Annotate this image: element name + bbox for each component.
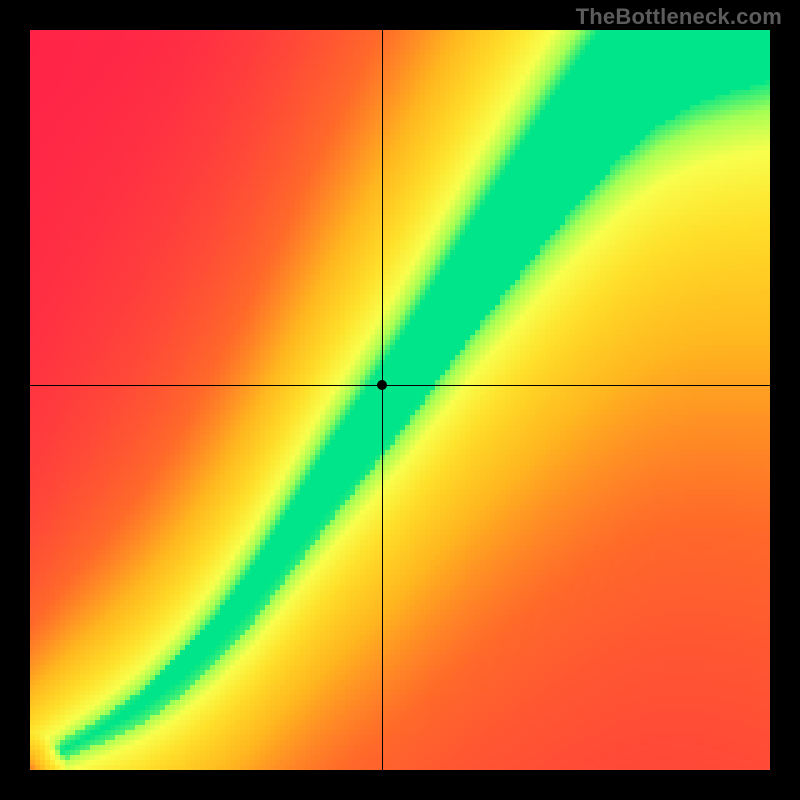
heatmap-canvas <box>30 30 770 770</box>
watermark-text: TheBottleneck.com <box>576 4 782 30</box>
crosshair-horizontal <box>30 385 770 386</box>
marker-dot <box>377 380 387 390</box>
crosshair-vertical <box>382 30 383 770</box>
plot-area <box>30 30 770 770</box>
figure-container: TheBottleneck.com <box>0 0 800 800</box>
